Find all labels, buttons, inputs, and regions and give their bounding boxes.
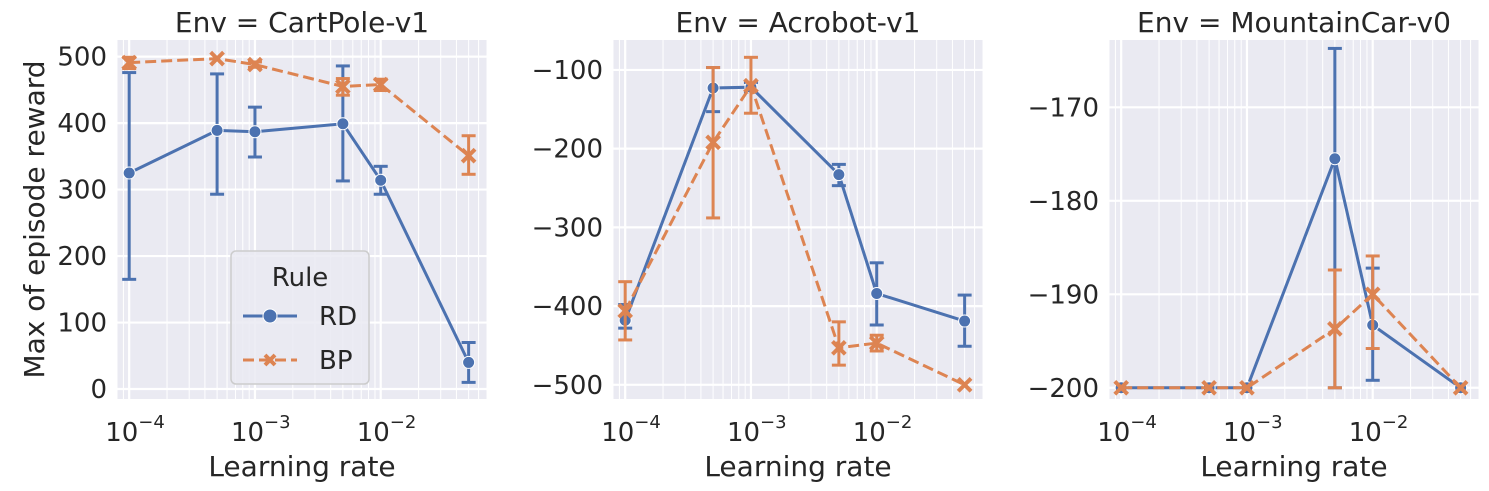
y-tick-label: −200	[532, 135, 603, 165]
series-bp	[617, 55, 973, 393]
x-tick-label: 10−3	[1223, 412, 1283, 448]
legend-label: BP	[319, 346, 353, 376]
y-tick-label: −400	[532, 292, 603, 322]
x-tick-base: 10	[231, 418, 264, 448]
x-tick-base: 10	[727, 418, 760, 448]
y-tick-label: −100	[532, 56, 603, 86]
x-tick-exponent: −3	[760, 412, 787, 433]
panel-title: Env = Acrobot-v1	[676, 6, 921, 39]
data-point	[1328, 152, 1342, 166]
data-point	[1113, 379, 1130, 396]
data-point	[209, 50, 225, 67]
data-point	[122, 166, 136, 180]
x-tick-base: 10	[1349, 418, 1382, 448]
data-point	[121, 54, 138, 71]
series-line	[623, 85, 966, 323]
data-point	[1364, 286, 1381, 303]
data-point	[210, 123, 224, 137]
x-tick-base: 10	[1097, 418, 1130, 448]
x-tick-label: 10−4	[105, 412, 165, 448]
data-point	[831, 339, 847, 356]
data-point	[832, 168, 846, 182]
data-point	[1201, 379, 1217, 396]
series-line	[129, 57, 470, 157]
x-tick-label: 10−4	[601, 412, 661, 448]
x-tick-base: 10	[853, 418, 886, 448]
data-point	[336, 117, 350, 131]
x-tick-label: 10−3	[727, 412, 787, 448]
y-tick-label: −200	[1028, 374, 1099, 404]
x-tick-exponent: −4	[1130, 412, 1157, 433]
data-point	[372, 76, 389, 93]
series-bp	[121, 50, 477, 176]
data-point	[247, 56, 263, 73]
y-tick-label: 300	[57, 176, 107, 206]
data-point	[956, 377, 973, 393]
y-tick-label: −180	[1028, 187, 1099, 217]
data-point	[1239, 379, 1255, 396]
plot-area	[1109, 40, 1479, 399]
y-tick-label: 200	[57, 242, 107, 272]
x-axis-label: Learning rate	[208, 450, 395, 483]
data-point	[460, 147, 477, 164]
series-line	[128, 122, 470, 364]
x-tick-exponent: −4	[138, 412, 165, 433]
data-point	[743, 77, 759, 94]
x-tick-exponent: −3	[264, 412, 291, 433]
legend-marker	[262, 308, 278, 324]
x-tick-base: 10	[357, 418, 390, 448]
series-bp	[1113, 254, 1469, 396]
y-tick-label: −500	[532, 371, 603, 401]
data-point	[868, 335, 885, 351]
y-axis-label: Max of episode reward	[18, 60, 51, 378]
x-tick-base: 10	[105, 418, 138, 448]
data-point	[1327, 321, 1343, 337]
y-tick-label: 0	[90, 375, 107, 405]
data-point	[870, 287, 884, 301]
data-point	[958, 314, 972, 328]
legend-box	[230, 250, 370, 385]
data-point	[374, 173, 388, 187]
data-point	[462, 355, 476, 369]
plot-area	[613, 40, 983, 399]
data-point	[248, 125, 262, 139]
legend-label: RD	[319, 302, 357, 332]
panel-title: Env = MountainCar-v0	[1137, 6, 1451, 39]
y-tick-label: 400	[57, 109, 107, 139]
series-line	[1121, 292, 1462, 390]
y-tick-label: −190	[1028, 280, 1099, 310]
x-tick-exponent: −2	[1382, 412, 1409, 433]
x-tick-base: 10	[601, 418, 634, 448]
data-point	[705, 134, 721, 151]
x-tick-label: 10−2	[853, 412, 913, 448]
x-axis-label: Learning rate	[704, 450, 891, 483]
x-tick-label: 10−2	[357, 412, 417, 448]
legend: Rule RD BP	[230, 250, 370, 385]
x-tick-base: 10	[1223, 418, 1256, 448]
y-tick-label: −300	[532, 213, 603, 243]
x-tick-exponent: −4	[634, 412, 661, 433]
data-point	[335, 78, 351, 95]
x-tick-exponent: −2	[390, 412, 417, 433]
legend-marker	[263, 353, 277, 367]
data-point	[1452, 379, 1469, 396]
x-tick-label: 10−4	[1097, 412, 1157, 448]
x-tick-exponent: −2	[886, 412, 913, 433]
panel-title: Env = CartPole-v1	[175, 6, 429, 39]
y-tick-label: 500	[57, 43, 107, 73]
x-axis-label: Learning rate	[1200, 450, 1387, 483]
data-point	[617, 302, 634, 319]
x-tick-exponent: −3	[1256, 412, 1283, 433]
x-tick-label: 10−3	[231, 412, 291, 448]
x-tick-label: 10−2	[1349, 412, 1409, 448]
legend-title: Rule	[272, 263, 329, 293]
y-tick-label: −170	[1028, 93, 1099, 123]
y-tick-label: 100	[57, 309, 107, 339]
